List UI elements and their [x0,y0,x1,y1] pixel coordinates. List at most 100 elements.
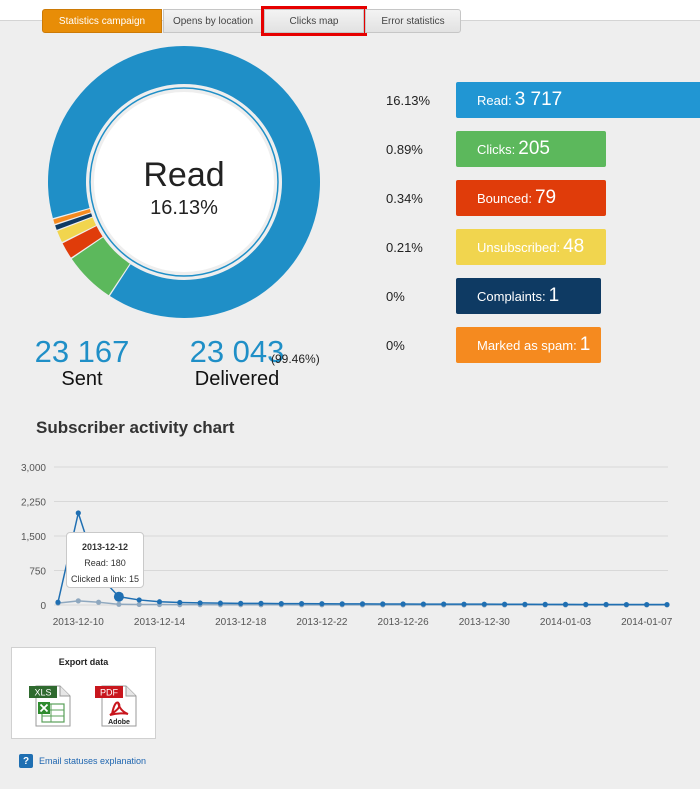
tab-clicks-map[interactable]: Clicks map [261,6,367,36]
y-tick-label: 2,250 [21,498,46,509]
tooltip-clicked: Clicked a link: 15 [70,574,140,584]
pdf-label: PDF [100,688,119,698]
donut-segment-complaints [55,213,93,230]
series-point[interactable] [55,599,61,605]
metric-percent: 0% [386,337,405,353]
series-point[interactable] [502,601,508,607]
series-point[interactable] [603,601,609,608]
metric-value: 1 [548,285,560,306]
series-point[interactable] [136,601,142,608]
series-point[interactable] [522,601,528,607]
x-tick-label: 2013-12-30 [459,617,511,628]
x-tick-label: 2014-01-03 [540,617,592,628]
series-point[interactable] [359,601,366,607]
highlighted-point[interactable] [113,591,124,602]
subscriber-activity-chart: 0 750 1,500 2,250 3,000 2013-12-10 2013-12-14 2… [21,463,673,628]
series-point[interactable] [420,601,426,607]
y-tick-label: 3,000 [21,463,46,474]
series-point[interactable] [664,601,670,608]
series-point[interactable] [380,601,386,607]
read-donut-chart [48,46,320,318]
delivered-percent: (99.46%) [271,352,320,366]
metric-label: Clicks: [477,141,516,157]
series-point[interactable] [299,601,305,607]
pdf-file-icon[interactable]: PDF Adobe [92,680,142,730]
donut-segment-bounced [62,226,103,258]
x-tick-label: 2013-12-10 [53,617,105,628]
donut-segment-read [48,46,184,219]
metric-percent: 0% [386,288,405,304]
email-statuses-link[interactable]: Email statuses explanation [39,756,147,766]
series-point[interactable] [75,510,81,516]
series-point[interactable] [623,601,630,608]
metric-value: 1 [579,334,591,355]
series-point[interactable] [644,601,650,608]
series-line [57,510,667,606]
donut-segment-read [109,46,320,318]
series-point[interactable] [481,601,487,607]
series-point[interactable] [339,601,345,607]
donut-inner-ring [89,87,279,277]
tooltip-read: Read: 180 [84,558,126,568]
series-point[interactable] [441,601,447,607]
series-point[interactable] [177,599,183,606]
chart-title: Subscriber activity chart [36,418,235,437]
metric-row: 0.21% Unsubscribed: 48 [386,229,606,265]
donut-center [94,92,274,272]
tab-bar: Statistics campaign Opens by location Cl… [42,6,462,36]
series-point[interactable] [96,599,102,605]
metric-row: 0% Complaints: 1 [386,278,601,314]
donut-segment-unsubscribed [57,217,97,243]
export-data-box: Export data XLS PDF Adobe [11,647,156,739]
sent-value: 23 167 [34,334,130,369]
series-point[interactable] [400,601,406,607]
series-point[interactable] [217,600,223,606]
delivered-value: 23 043 [189,334,285,369]
series-point[interactable] [238,600,244,606]
x-tick-label: 2013-12-14 [134,617,186,628]
metric-label: Complaints: [477,288,546,304]
metric-bar[interactable]: Complaints: 1 [456,278,601,314]
sent-stat: 23 167 Sent [30,334,134,391]
metric-bar[interactable]: Read: 3 717 [456,82,700,118]
tab-error-statistics[interactable]: Error statistics [365,9,461,33]
tab-opens-by-location[interactable]: Opens by location [163,9,263,33]
series-point[interactable] [136,597,142,603]
series-point[interactable] [319,601,325,607]
chart-tooltip: 2013-12-12 Read: 180 Clicked a link: 15 [66,532,144,588]
x-tick-label: 2013-12-18 [215,617,267,628]
series-point[interactable] [75,598,81,604]
metric-bar[interactable]: Marked as spam: 1 [456,327,601,363]
tooltip-date: 2013-12-12 [81,542,129,552]
xls-file-icon[interactable]: XLS [26,680,76,730]
metric-value: 205 [518,138,550,159]
metric-percent: 16.13% [386,92,431,108]
series-point[interactable] [116,601,122,607]
series-point[interactable] [461,601,467,607]
tab-statistics-campaign[interactable]: Statistics campaign [42,9,162,33]
delivered-label: Delivered [194,368,280,390]
y-tick-label: 750 [29,567,46,578]
series-point[interactable] [197,600,203,606]
series-point[interactable] [562,601,569,607]
series-point[interactable] [258,600,264,606]
help-row: ? Email statuses explanation [19,754,146,768]
x-tick-label: 2014-01-07 [621,617,673,628]
series-point[interactable] [583,601,589,608]
help-icon[interactable]: ? [19,754,33,768]
metric-bar[interactable]: Clicks: 205 [456,131,606,167]
metric-percent: 0.89% [386,141,423,157]
donut-title: Read [143,156,225,194]
metric-percent: 0.21% [386,239,423,255]
donut-percent: 16.13% [150,197,218,219]
metric-percent: 0.34% [386,190,423,206]
metric-label: Bounced: [477,190,532,206]
metric-row: 16.13% Read: 3 717 [386,82,700,118]
metric-bar[interactable]: Unsubscribed: 48 [456,229,606,265]
series-point[interactable] [156,599,163,605]
donut-segment-clicks [71,237,130,296]
series-point[interactable] [278,601,284,607]
series-point[interactable] [542,601,548,607]
metric-bar[interactable]: Bounced: 79 [456,180,606,216]
metric-value: 79 [534,187,557,208]
